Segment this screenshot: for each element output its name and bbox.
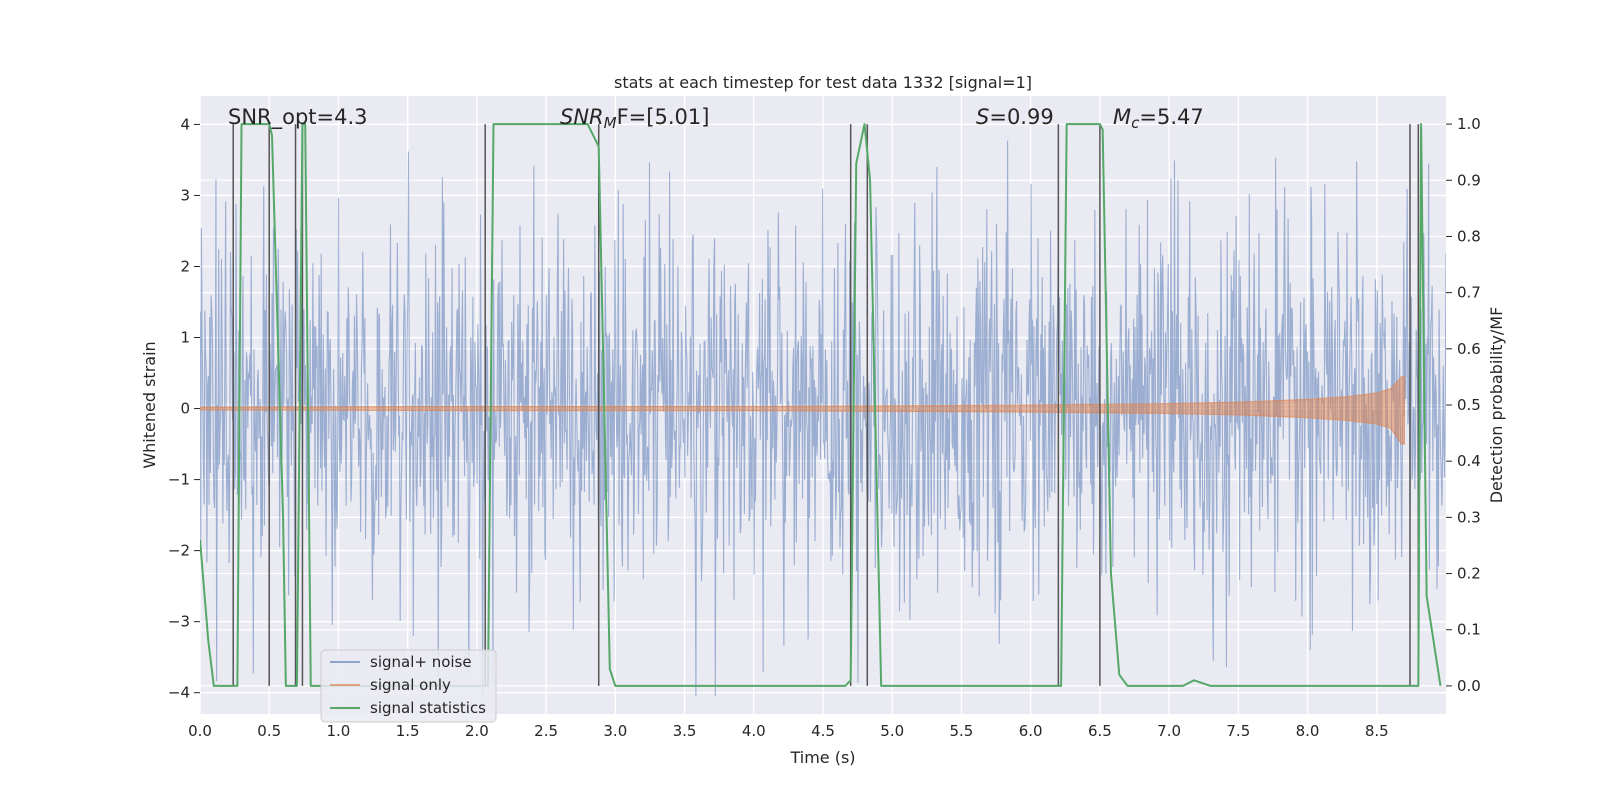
y2-tick-label: 0.7 xyxy=(1457,284,1481,302)
x-tick-label: 7.5 xyxy=(1226,722,1250,740)
y2-tick-label: 0.8 xyxy=(1457,227,1481,245)
annotation-snr-opt: SNR_opt=4.3 xyxy=(228,105,368,130)
x-tick-label: 8.5 xyxy=(1365,722,1389,740)
x-tick-label: 6.5 xyxy=(1088,722,1112,740)
y-tick-label: 0 xyxy=(180,400,190,418)
legend-entry-stats: signal statistics xyxy=(370,699,486,717)
y-tick-label: 2 xyxy=(180,257,190,275)
annotation-mc-tail: =5.47 xyxy=(1139,105,1203,129)
y2-tick-label: 0.4 xyxy=(1457,452,1481,470)
x-tick-label: 0.0 xyxy=(188,722,212,740)
x-tick-label: 4.5 xyxy=(811,722,835,740)
y2-tick-label: 0.5 xyxy=(1457,396,1481,414)
y2-tick-label: 0.1 xyxy=(1457,621,1481,639)
y-axis-ticks: −4 −3 −2 −1 0 1 2 3 4 xyxy=(168,115,200,702)
y2-tick-label: 0.9 xyxy=(1457,171,1481,189)
annotation-s-main: S xyxy=(976,105,989,129)
legend-entry-signal: signal only xyxy=(370,676,451,694)
y2-tick-label: 0.6 xyxy=(1457,340,1481,358)
annotation-snr-mf-main: SNR xyxy=(560,105,604,129)
annotation-snr-mf-tail: F=[5.01] xyxy=(617,105,710,129)
y-tick-label: 4 xyxy=(180,115,190,133)
statistics-line xyxy=(200,123,1442,687)
x-tick-label: 7.0 xyxy=(1157,722,1181,740)
y-tick-label: 1 xyxy=(180,329,190,347)
y2-tick-label: 0.3 xyxy=(1457,508,1481,526)
noise-line xyxy=(200,140,1446,697)
x-tick-label: 1.0 xyxy=(327,722,351,740)
x-tick-label: 3.5 xyxy=(673,722,697,740)
x-tick-label: 2.5 xyxy=(534,722,558,740)
y2-axis-label: Detection probability/MF xyxy=(1487,307,1506,504)
y-tick-label: −2 xyxy=(168,542,190,560)
annotation-s-tail: =0.99 xyxy=(989,105,1053,129)
annotation-mc-sub: c xyxy=(1131,114,1140,132)
annotation-mc-main: M xyxy=(1113,105,1131,129)
statistics-series xyxy=(200,123,1442,687)
x-tick-label: 1.5 xyxy=(396,722,420,740)
annotation-s: S=0.99 xyxy=(976,105,1054,129)
x-tick-label: 2.0 xyxy=(465,722,489,740)
signal-series xyxy=(200,376,1405,445)
x-axis-ticks: 0.0 0.5 1.0 1.5 2.0 2.5 3.0 3.5 4.0 4.5 5.0 5.5 6.0 6… xyxy=(188,722,1389,740)
annotation-snr-mf: SNRMF=[5.01] xyxy=(560,105,709,132)
signal-envelope xyxy=(200,376,1405,445)
y2-tick-label: 1.0 xyxy=(1457,115,1481,133)
x-axis-label: Time (s) xyxy=(789,748,855,767)
x-tick-label: 5.0 xyxy=(880,722,904,740)
y2-tick-label: 0.0 xyxy=(1457,677,1481,695)
chart-title: stats at each timestep for test data 133… xyxy=(614,73,1032,92)
x-tick-label: 6.0 xyxy=(1019,722,1043,740)
annotation-snr-mf-sub: M xyxy=(604,114,617,132)
y-tick-label: −1 xyxy=(168,471,190,489)
annotation-mc: Mc=5.47 xyxy=(1113,105,1204,132)
detection-lines xyxy=(232,124,1420,686)
legend-box xyxy=(320,649,497,723)
y-tick-label: −3 xyxy=(168,613,190,631)
y2-axis-ticks: 0.0 0.1 0.2 0.3 0.4 0.5 0.6 0.7 0.8 0.9 1.0 xyxy=(1446,115,1481,695)
y-tick-label: −4 xyxy=(168,684,190,702)
y-tick-label: 3 xyxy=(180,186,190,204)
legend-entry-noise: signal+ noise xyxy=(370,653,472,671)
x-tick-label: 4.0 xyxy=(742,722,766,740)
x-tick-label: 5.5 xyxy=(950,722,974,740)
noise-series xyxy=(200,140,1446,697)
x-tick-label: 3.0 xyxy=(603,722,627,740)
y2-tick-label: 0.2 xyxy=(1457,565,1481,583)
legend: signal+ noise signal only signal statist… xyxy=(320,649,497,723)
x-tick-label: 8.0 xyxy=(1296,722,1320,740)
y-axis-label: Whitened strain xyxy=(140,341,159,468)
x-tick-label: 0.5 xyxy=(257,722,281,740)
